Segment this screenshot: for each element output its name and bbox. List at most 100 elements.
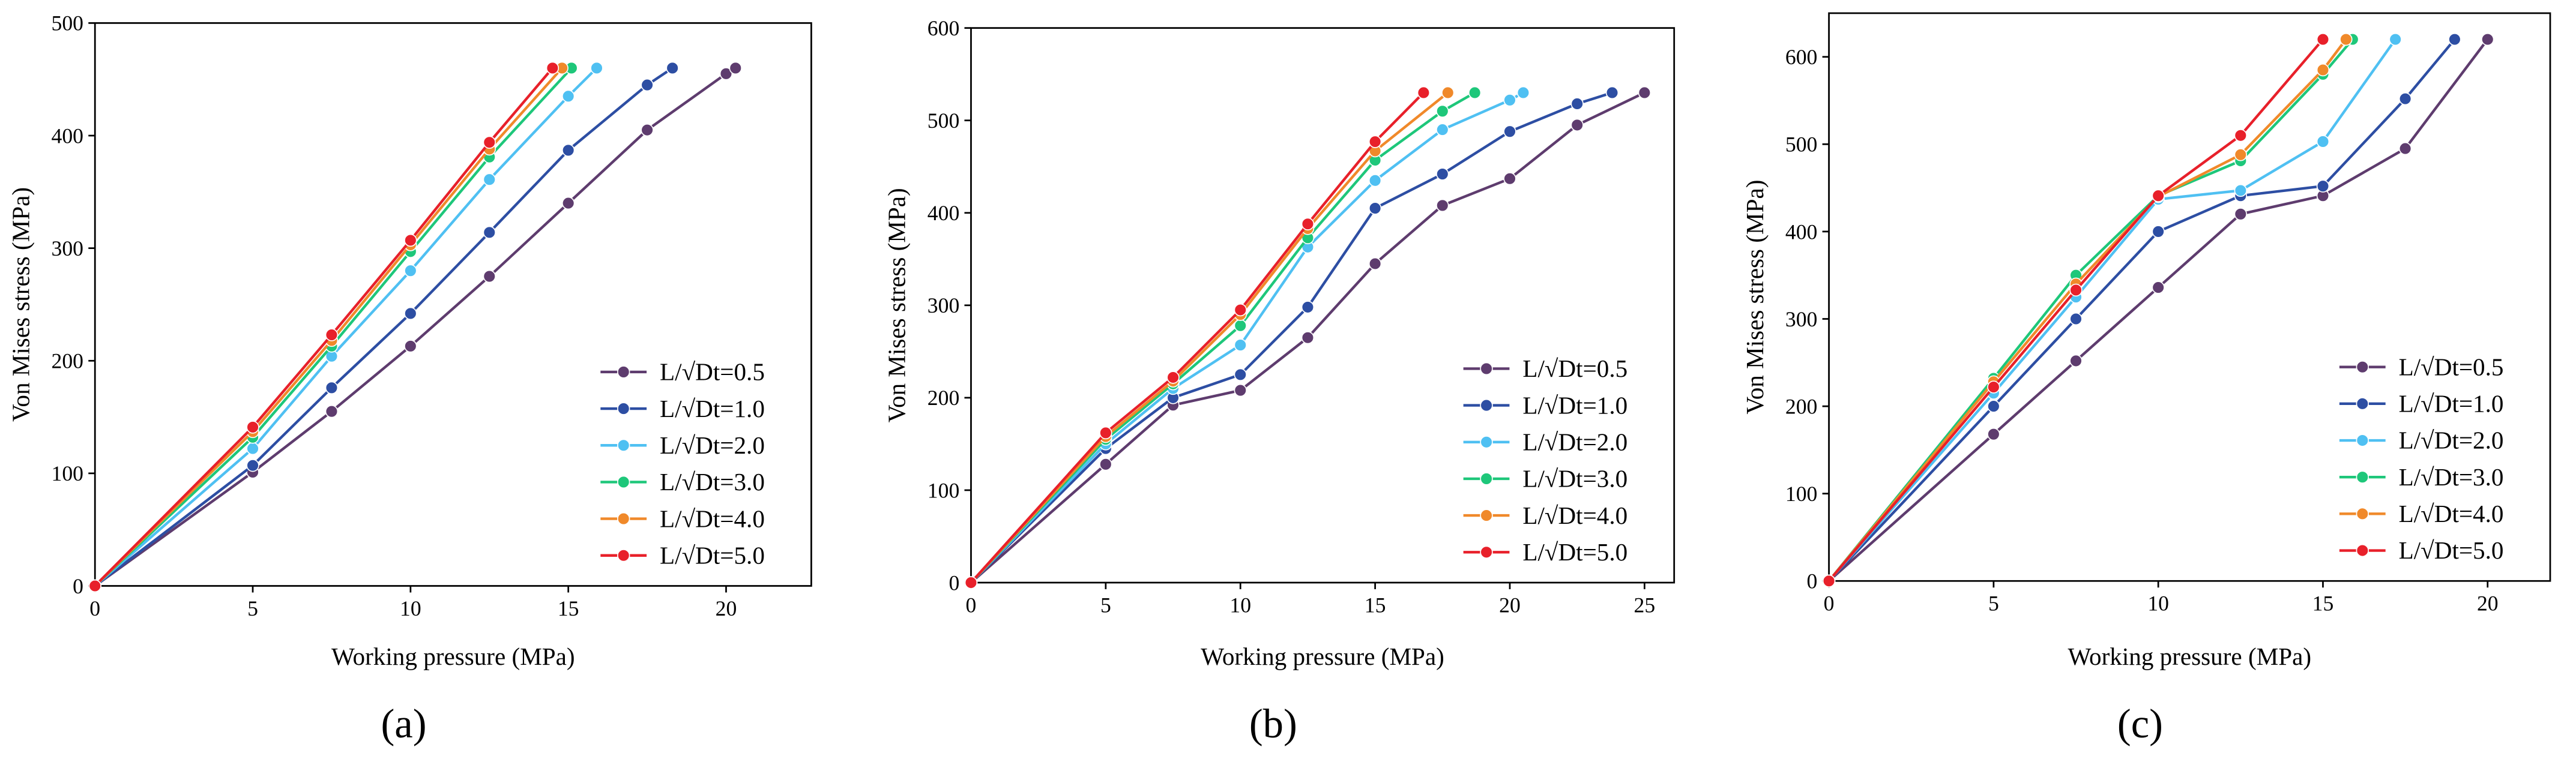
marker — [1301, 217, 1315, 230]
legend-marker — [2356, 434, 2369, 447]
marker — [404, 233, 417, 247]
marker — [404, 307, 417, 320]
marker — [2152, 225, 2165, 238]
y-tick-label: 600 — [1785, 45, 1817, 69]
marker — [719, 67, 733, 80]
marker — [483, 136, 496, 149]
marker — [88, 579, 101, 593]
y-tick-label: 100 — [52, 461, 83, 485]
marker — [2389, 32, 2402, 46]
marker — [1822, 574, 1836, 587]
marker — [246, 421, 259, 434]
y-tick-label: 300 — [52, 236, 83, 260]
marker — [1099, 458, 1112, 471]
marker — [2069, 283, 2083, 297]
marker — [2152, 189, 2165, 202]
legend-marker — [1480, 509, 1493, 522]
marker — [1436, 123, 1449, 136]
legend-label: L/√Dt=5.0 — [2399, 536, 2504, 564]
legend-label: L/√Dt=4.0 — [1522, 502, 1627, 529]
marker — [1987, 380, 2000, 394]
marker — [2316, 32, 2330, 46]
series-line — [1828, 38, 2489, 582]
marker — [1987, 400, 2000, 413]
marker — [1368, 135, 1382, 148]
legend-marker — [617, 402, 630, 415]
series-line — [94, 67, 554, 587]
y-tick-label: 200 — [52, 349, 83, 373]
marker — [404, 264, 417, 277]
marker — [1234, 319, 1247, 332]
legend-marker — [617, 365, 630, 379]
y-tick-label: 200 — [928, 386, 959, 410]
y-tick-label: 500 — [1785, 133, 1817, 157]
series-line — [1827, 38, 2397, 582]
marker — [590, 61, 603, 75]
marker — [666, 61, 679, 75]
legend-marker — [2356, 544, 2369, 557]
x-tick-label: 15 — [2312, 592, 2334, 616]
legend-label: L/√Dt=5.0 — [660, 541, 765, 569]
legend-label: L/√Dt=5.0 — [1522, 538, 1627, 566]
y-tick-label: 300 — [928, 293, 959, 317]
marker — [1368, 174, 1382, 187]
marker — [1503, 172, 1516, 185]
x-axis-label: Working pressure (MPa) — [1201, 643, 1444, 671]
marker — [2234, 148, 2248, 161]
x-tick-label: 10 — [400, 596, 421, 620]
legend-marker — [1480, 436, 1493, 449]
y-tick-label: 400 — [52, 124, 83, 148]
marker — [1301, 301, 1315, 314]
marker — [483, 173, 496, 186]
marker — [1166, 371, 1180, 384]
marker — [561, 196, 575, 210]
legend-label: L/√Dt=3.0 — [2399, 463, 2504, 491]
series-line — [970, 91, 1476, 584]
marker — [1234, 368, 1247, 382]
legend-label: L/√Dt=2.0 — [2399, 427, 2504, 454]
legend-label: L/√Dt=1.0 — [660, 395, 765, 422]
x-tick-label: 20 — [2477, 592, 2499, 616]
legend-marker — [2356, 397, 2369, 410]
x-tick-label: 0 — [966, 593, 977, 617]
x-tick-label: 20 — [1499, 593, 1521, 617]
marker — [2234, 208, 2248, 221]
y-tick-label: 500 — [52, 11, 83, 35]
y-axis-label: Von Mises stress (MPa) — [883, 188, 911, 422]
marker — [1503, 125, 1516, 138]
marker — [1441, 86, 1455, 100]
marker — [1503, 94, 1516, 107]
series-line — [94, 67, 573, 587]
marker — [2339, 32, 2353, 46]
y-tick-label: 400 — [928, 201, 959, 225]
series-line — [970, 91, 1645, 584]
series-line — [1827, 38, 2324, 582]
legend-label: L/√Dt=2.0 — [1522, 428, 1627, 455]
panel-label: (b) — [1249, 701, 1297, 746]
legend-label: L/√Dt=0.5 — [660, 358, 765, 386]
marker — [2152, 281, 2165, 294]
marker — [483, 269, 496, 283]
x-tick-label: 25 — [1634, 593, 1656, 617]
y-tick-label: 0 — [1807, 569, 1818, 593]
legend-marker — [1480, 398, 1493, 412]
marker — [1987, 427, 2000, 441]
marker — [2398, 142, 2412, 155]
marker — [2448, 32, 2461, 46]
marker — [325, 381, 339, 394]
legend-label: L/√Dt=1.0 — [1522, 391, 1627, 419]
legend-marker — [617, 512, 630, 526]
marker — [1234, 338, 1247, 352]
marker — [1605, 86, 1619, 100]
marker — [2398, 92, 2412, 106]
y-tick-label: 400 — [1785, 220, 1817, 244]
marker — [1468, 86, 1482, 100]
panel-label: (c) — [2117, 701, 2163, 746]
marker — [1368, 202, 1382, 215]
y-tick-label: 100 — [928, 478, 959, 502]
legend-marker — [617, 475, 630, 489]
series-line — [94, 67, 737, 587]
legend-label: L/√Dt=4.0 — [660, 505, 765, 532]
